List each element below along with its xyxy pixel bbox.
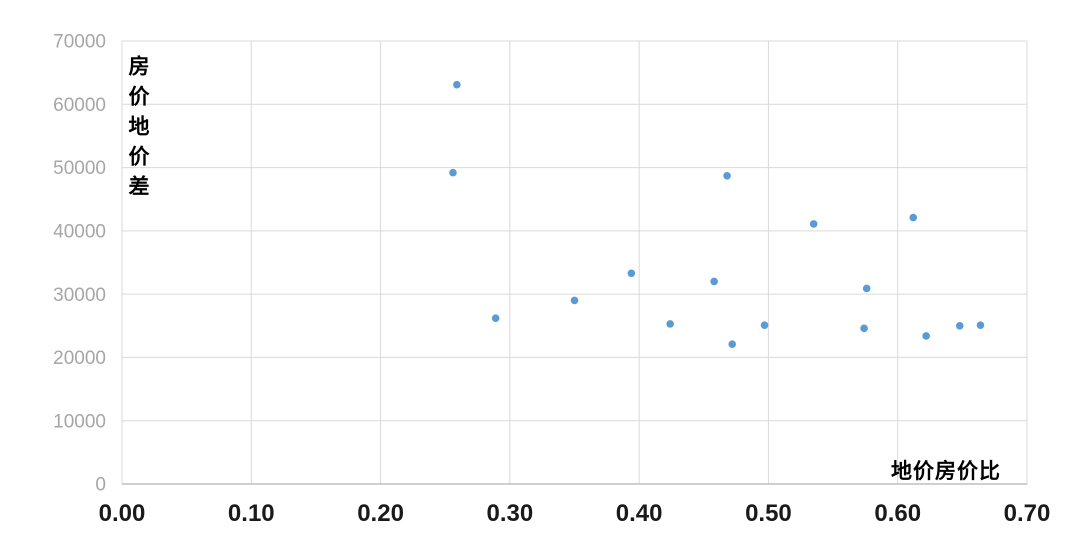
data-point[interactable] [922,332,930,340]
data-point[interactable] [862,284,871,293]
data-point[interactable] [860,324,868,333]
data-point[interactable] [570,296,579,305]
x-tick-label: 0.30 [486,500,533,527]
y-tick-label: 60000 [53,95,106,116]
y-axis-title: 房价地价差 [126,55,149,205]
data-point[interactable] [955,321,964,330]
data-point[interactable] [453,80,461,89]
x-tick-label: 0.10 [228,500,275,527]
data-point[interactable] [710,277,718,286]
data-point[interactable] [809,220,818,228]
x-tick-label: 0.50 [745,500,792,527]
data-point[interactable] [666,320,674,328]
x-tick-label: 0.70 [1004,500,1051,527]
y-tick-label: 50000 [53,158,106,179]
x-axis-title: 地价房价比 [891,460,1001,483]
x-tick-label: 0.40 [616,500,663,527]
y-tick-label: 0 [95,475,106,496]
data-point[interactable] [728,340,737,348]
data-point[interactable] [976,321,985,329]
data-point[interactable] [760,321,769,329]
y-tick-label: 10000 [53,411,106,432]
y-tick-label: 40000 [53,222,106,243]
data-point[interactable] [449,168,457,177]
y-tick-label: 70000 [53,32,106,53]
data-point[interactable] [627,269,636,278]
x-tick-label: 0.60 [874,500,921,527]
x-tick-label: 0.00 [99,500,146,527]
data-point[interactable] [909,213,918,222]
x-tick-label: 0.20 [357,500,404,527]
y-tick-label: 30000 [53,285,106,306]
data-point[interactable] [491,314,500,322]
y-tick-label: 20000 [53,348,106,369]
data-point[interactable] [723,171,731,180]
